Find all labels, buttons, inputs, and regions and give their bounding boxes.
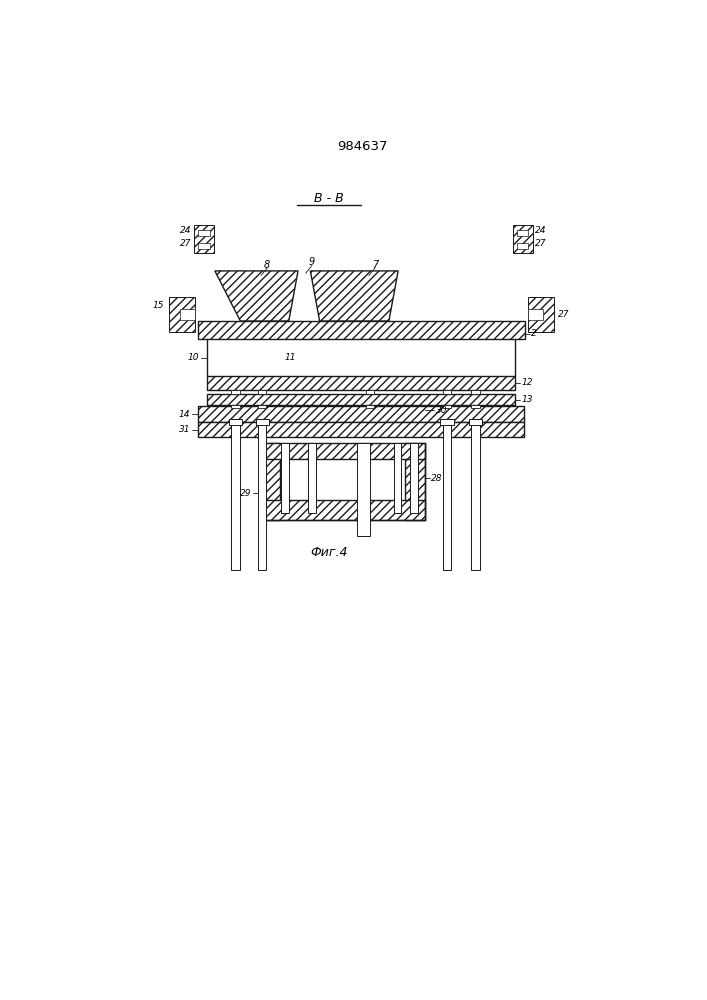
Text: 27: 27 xyxy=(180,239,192,248)
Polygon shape xyxy=(394,443,402,513)
Text: 7: 7 xyxy=(372,260,378,270)
Polygon shape xyxy=(258,389,267,394)
Polygon shape xyxy=(518,243,529,249)
Polygon shape xyxy=(169,297,194,332)
Polygon shape xyxy=(366,405,374,408)
Polygon shape xyxy=(308,443,316,513)
Text: Фиг.4: Фиг.4 xyxy=(310,546,348,559)
Text: B - B: B - B xyxy=(314,192,344,205)
Polygon shape xyxy=(259,443,425,459)
Polygon shape xyxy=(231,405,240,408)
Polygon shape xyxy=(405,443,425,520)
Polygon shape xyxy=(207,376,515,389)
Text: 15: 15 xyxy=(153,301,164,310)
Text: 28: 28 xyxy=(431,474,443,483)
Text: 30: 30 xyxy=(436,406,448,415)
Text: 8: 8 xyxy=(264,260,270,270)
Polygon shape xyxy=(180,309,194,320)
Polygon shape xyxy=(366,389,374,394)
Polygon shape xyxy=(198,406,525,422)
Polygon shape xyxy=(443,422,451,570)
Text: 2: 2 xyxy=(532,329,537,338)
Polygon shape xyxy=(258,422,267,570)
Text: 11: 11 xyxy=(284,353,296,362)
Polygon shape xyxy=(258,405,267,408)
Polygon shape xyxy=(259,443,279,520)
Polygon shape xyxy=(281,443,288,513)
Polygon shape xyxy=(198,422,525,437)
Polygon shape xyxy=(231,389,240,394)
Polygon shape xyxy=(472,405,480,408)
Polygon shape xyxy=(472,389,480,394)
Polygon shape xyxy=(443,405,451,408)
Text: 24: 24 xyxy=(535,226,547,235)
Polygon shape xyxy=(310,271,398,321)
Polygon shape xyxy=(528,297,554,332)
Polygon shape xyxy=(207,394,515,405)
Text: 24: 24 xyxy=(180,226,192,235)
Text: 12: 12 xyxy=(521,378,533,387)
Text: 10: 10 xyxy=(188,353,199,362)
Text: 13: 13 xyxy=(521,395,533,404)
Polygon shape xyxy=(199,243,210,249)
Text: 984637: 984637 xyxy=(337,140,387,153)
Polygon shape xyxy=(259,500,425,520)
Text: 31: 31 xyxy=(179,425,190,434)
Polygon shape xyxy=(472,422,480,570)
Text: 27: 27 xyxy=(558,310,569,319)
Polygon shape xyxy=(356,443,370,536)
Polygon shape xyxy=(231,422,240,570)
Polygon shape xyxy=(256,419,269,425)
Text: 27: 27 xyxy=(535,239,547,248)
Polygon shape xyxy=(443,389,451,394)
Polygon shape xyxy=(411,443,418,513)
Polygon shape xyxy=(229,419,242,425)
Polygon shape xyxy=(513,225,533,253)
Polygon shape xyxy=(199,230,210,236)
Polygon shape xyxy=(440,419,454,425)
Text: 9: 9 xyxy=(309,257,315,267)
Polygon shape xyxy=(198,321,525,339)
Polygon shape xyxy=(194,225,214,253)
Text: 14: 14 xyxy=(179,410,190,419)
Polygon shape xyxy=(215,271,298,321)
Polygon shape xyxy=(469,419,482,425)
Polygon shape xyxy=(518,230,529,236)
Polygon shape xyxy=(528,309,542,320)
Text: 29: 29 xyxy=(240,489,252,498)
